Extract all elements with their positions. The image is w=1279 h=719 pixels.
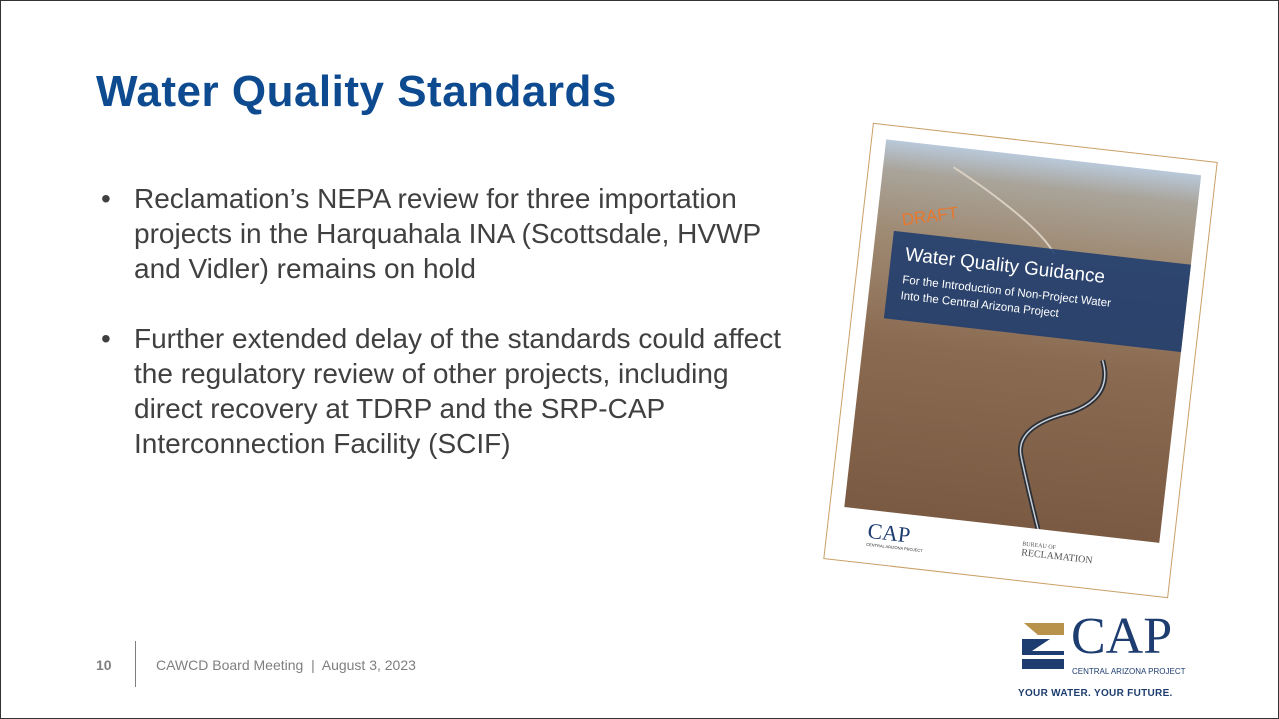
footer-text: CAWCD Board Meeting | August 3, 2023 [156,657,416,673]
cover-photo: DRAFT Water Quality Guidance For the Int… [844,139,1201,543]
logo-name: CAP [1071,607,1172,666]
bullet-list: • Reclamation’s NEPA review for three imp… [101,181,801,496]
logo-tagline: YOUR WATER. YOUR FUTURE. [1018,688,1173,699]
cap-logo-mark [1020,619,1068,671]
bullet-item: • Further extended delay of the standards… [101,321,801,461]
page-number: 10 [96,657,112,673]
bullet-text: Further extended delay of the standards … [134,323,781,459]
bullet-dot: • [101,321,111,356]
bullet-text: Reclamation’s NEPA review for three impo… [134,183,761,284]
footer-separator [135,641,136,687]
cover-reclamation-logo: BUREAU OF RECLAMATION [1021,541,1094,566]
slide-title: Water Quality Standards [96,67,617,117]
bullet-dot: • [101,181,111,216]
report-cover: DRAFT Water Quality Guidance For the Int… [823,123,1217,598]
bullet-item: • Reclamation’s NEPA review for three imp… [101,181,801,286]
logo-subtitle: CENTRAL ARIZONA PROJECT [1072,667,1186,676]
slide: Water Quality Standards • Reclamation’s N… [0,0,1279,719]
